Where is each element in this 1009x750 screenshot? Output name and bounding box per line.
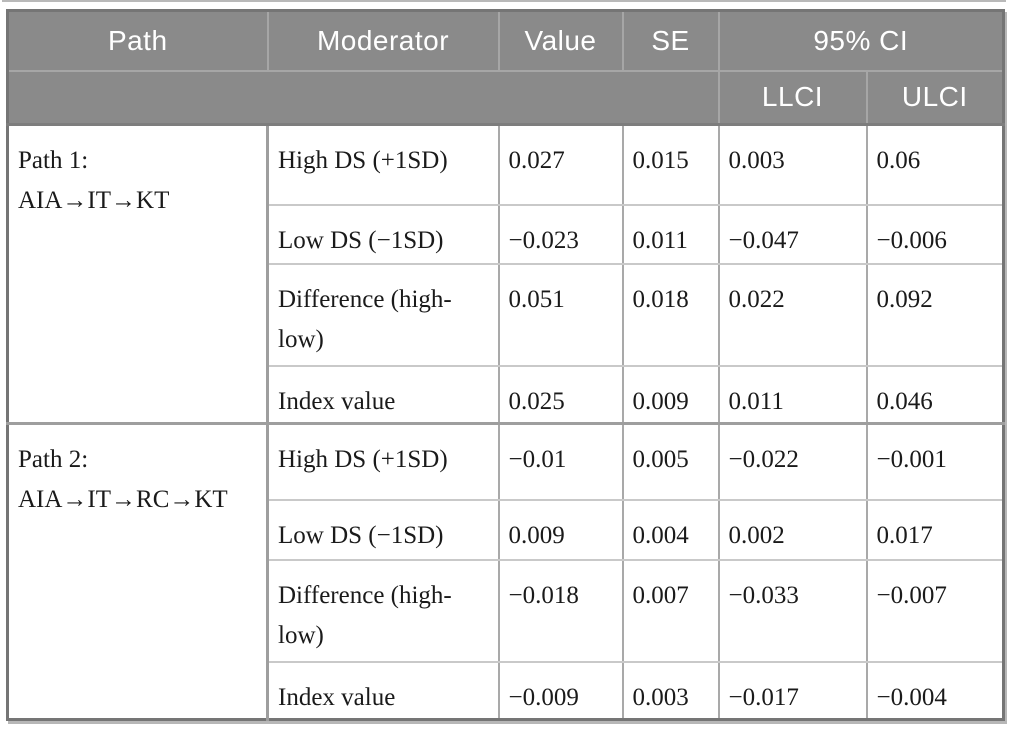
se-cell: 0.011 xyxy=(621,203,720,265)
se-cell: 0.005 xyxy=(621,422,720,501)
llci-cell: −0.022 xyxy=(717,422,868,501)
llci-cell: −0.017 xyxy=(717,660,868,720)
path-1-cell: Path 1: AIA→IT→KT xyxy=(6,123,269,425)
table-body: Path 1: AIA→IT→KT High DS (+1SD) 0.027 0… xyxy=(6,123,1005,720)
se-cell: 0.004 xyxy=(621,498,720,561)
llci-cell: 0.003 xyxy=(717,123,868,206)
table-row: Index value −0.009 0.003 −0.017 −0.004 xyxy=(8,660,1005,720)
path-2-label: Path 2: xyxy=(18,446,89,473)
value-cell: 0.009 xyxy=(497,498,624,561)
table-row: Index value 0.025 0.009 0.011 0.046 xyxy=(8,364,1005,425)
ulci-cell: 0.06 xyxy=(865,123,1005,206)
ulci-cell: −0.004 xyxy=(865,660,1005,720)
table-row: Difference (high-low) 0.051 0.018 0.022 … xyxy=(8,262,1005,367)
llci-cell: 0.002 xyxy=(717,498,868,561)
figure-top-edge xyxy=(2,0,1006,2)
ulci-cell: 0.017 xyxy=(865,498,1005,561)
col-header-value: Value xyxy=(497,9,624,72)
header-spacer-cell xyxy=(6,69,720,126)
path-1-route: AIA→IT→KT xyxy=(18,187,170,214)
path-2-cell: Path 2: AIA→IT→RC→KT xyxy=(6,422,269,720)
ulci-cell: −0.001 xyxy=(865,422,1005,501)
header-row-sub: LLCI ULCI xyxy=(6,69,1005,126)
ulci-cell: 0.046 xyxy=(865,364,1005,425)
col-header-moderator: Moderator xyxy=(266,9,500,72)
llci-cell: 0.022 xyxy=(717,262,868,367)
col-header-path: Path xyxy=(6,9,269,72)
moderator-cell: Index value xyxy=(266,364,500,425)
table-row: Difference (high-low) −0.018 0.007 −0.03… xyxy=(8,558,1005,663)
value-cell: 0.027 xyxy=(497,123,624,206)
se-cell: 0.015 xyxy=(621,123,720,206)
llci-cell: 0.011 xyxy=(717,364,868,425)
path-2-route: AIA→IT→RC→KT xyxy=(18,486,228,513)
value-cell: −0.009 xyxy=(497,660,624,720)
table-row: Path 2: AIA→IT→RC→KT High DS (+1SD) −0.0… xyxy=(6,422,1005,720)
table-row: Low DS (−1SD) −0.023 0.011 −0.047 −0.006 xyxy=(8,203,1005,265)
moderator-cell: High DS (+1SD) xyxy=(266,422,500,501)
moderator-cell: Difference (high-low) xyxy=(266,558,500,663)
table-row: Low DS (−1SD) 0.009 0.004 0.002 0.017 xyxy=(8,498,1005,561)
path-1-label: Path 1: xyxy=(18,147,89,174)
col-header-llci: LLCI xyxy=(717,69,868,126)
value-cell: −0.023 xyxy=(497,203,624,265)
col-header-se: SE xyxy=(621,9,720,72)
header-row-main: Path Moderator Value SE 95% CI xyxy=(6,9,1005,72)
moderator-cell: Difference (high-low) xyxy=(266,262,500,367)
value-cell: 0.025 xyxy=(497,364,624,425)
moderator-cell: Low DS (−1SD) xyxy=(266,498,500,561)
moderator-cell: Low DS (−1SD) xyxy=(266,203,500,265)
value-cell: 0.051 xyxy=(497,262,624,367)
ulci-cell: −0.007 xyxy=(865,558,1005,663)
ulci-cell: 0.092 xyxy=(865,262,1005,367)
moderator-cell: Index value xyxy=(266,660,500,720)
llci-cell: −0.033 xyxy=(717,558,868,663)
value-cell: −0.018 xyxy=(497,558,624,663)
table-header: Path Moderator Value SE 95% CI LLCI ULCI xyxy=(6,9,1005,126)
se-cell: 0.003 xyxy=(621,660,720,720)
se-cell: 0.007 xyxy=(621,558,720,663)
moderator-cell: High DS (+1SD) xyxy=(266,123,500,206)
moderated-mediation-table: Path Moderator Value SE 95% CI LLCI ULCI… xyxy=(6,9,1006,721)
ulci-cell: −0.006 xyxy=(865,203,1005,265)
value-cell: −0.01 xyxy=(497,422,624,501)
col-header-ci: 95% CI xyxy=(717,9,1005,72)
llci-cell: −0.047 xyxy=(717,203,868,265)
se-cell: 0.009 xyxy=(621,364,720,425)
table-row: Path 1: AIA→IT→KT High DS (+1SD) 0.027 0… xyxy=(6,123,1005,425)
se-cell: 0.018 xyxy=(621,262,720,367)
col-header-ulci: ULCI xyxy=(865,69,1005,126)
